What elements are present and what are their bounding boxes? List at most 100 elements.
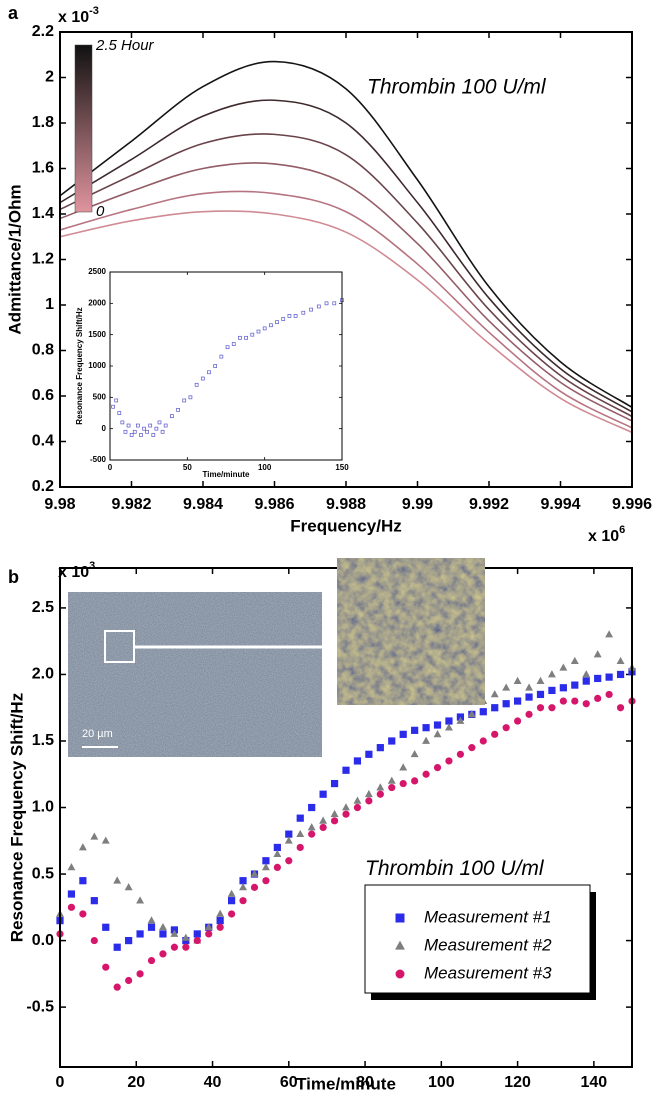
marker-circle	[319, 823, 327, 832]
x-multiplier-base: x 10	[588, 528, 619, 545]
marker-square	[502, 700, 510, 708]
marker-square	[616, 670, 625, 679]
point	[163, 423, 168, 428]
marker-triangle	[490, 690, 499, 698]
point	[114, 398, 119, 403]
marker-circle	[582, 700, 590, 708]
point	[151, 433, 156, 437]
x-tick-label: 0	[56, 1074, 65, 1091]
marker-circle	[113, 983, 121, 991]
x-tick-label: 9.98	[44, 496, 75, 513]
point	[269, 323, 273, 328]
point	[207, 370, 211, 375]
marker-triangle	[445, 723, 453, 731]
marker-circle	[147, 956, 156, 965]
marker-circle	[273, 863, 281, 872]
point	[176, 408, 180, 412]
point	[213, 364, 218, 368]
marker-circle	[468, 744, 476, 752]
marker-triangle	[433, 730, 442, 738]
marker-square	[228, 897, 236, 905]
point	[332, 301, 337, 306]
x-tick-label: 9.984	[183, 496, 223, 513]
marker-square	[388, 737, 396, 745]
marker-square	[285, 830, 293, 838]
marker-triangle	[227, 889, 236, 897]
marker-square	[193, 930, 201, 938]
marker-square	[514, 697, 522, 705]
marker-circle	[262, 877, 270, 885]
x-tick-label: 140	[581, 1074, 608, 1091]
marker-circle	[342, 810, 350, 818]
curve	[59, 190, 633, 429]
marker-circle	[250, 883, 259, 891]
y-axis-label: Resonance Frequency Shift/Hz	[75, 307, 84, 424]
y-tick-label: 1.8	[32, 114, 54, 131]
marker-square	[342, 766, 350, 774]
marker-square	[548, 686, 556, 695]
marker-triangle	[239, 883, 247, 891]
marker-triangle	[136, 896, 145, 904]
point	[120, 420, 125, 425]
panel-a: 9.98 9.982 9.984 9.986 9.988 9.99 9.992 9.994 9.…	[5, 23, 652, 535]
inset-background	[110, 272, 342, 460]
marker-square	[239, 877, 247, 885]
marker-triangle	[616, 656, 625, 665]
y-tick-label: 1.4	[32, 205, 54, 222]
annotation: Thrombin 100 U/ml	[365, 857, 545, 880]
y-tick-label: 2	[45, 69, 54, 86]
marker-circle	[616, 704, 625, 712]
marker-circle	[353, 803, 362, 812]
marker-triangle	[273, 849, 282, 857]
marker-circle	[365, 797, 373, 805]
marker-square	[136, 930, 144, 938]
marker-square	[525, 693, 533, 701]
marker-square	[330, 779, 339, 788]
y-tick-label: 0.0	[32, 932, 54, 949]
marker-triangle	[410, 749, 419, 758]
point	[231, 342, 236, 346]
marker-square	[422, 724, 430, 732]
marker-square	[479, 708, 487, 716]
marker-triangle	[376, 783, 385, 791]
marker-circle	[376, 790, 384, 798]
zoom-texture	[337, 558, 485, 705]
point	[200, 376, 205, 381]
point	[132, 429, 137, 434]
x-multiplier-exp: 6	[619, 524, 625, 536]
y-tick-label: 2.2	[32, 23, 54, 40]
y-multiplier-base: x 10	[58, 9, 89, 26]
marker-circle	[90, 936, 98, 945]
y-tick-label: 0.4	[32, 433, 54, 450]
marker-triangle	[353, 796, 362, 804]
marker-square	[411, 726, 419, 734]
point	[262, 326, 267, 331]
point	[123, 429, 128, 434]
x-tick-label: 100	[428, 1074, 455, 1091]
marker-square	[102, 923, 110, 931]
legend-label: Measurement #2	[424, 935, 552, 954]
x-multiplier: x 106	[588, 524, 625, 545]
point	[145, 429, 149, 434]
marker-circle	[445, 757, 453, 765]
point	[301, 310, 306, 315]
marker-triangle	[124, 883, 133, 891]
marker-triangle	[78, 843, 87, 851]
marker-circle	[170, 943, 178, 951]
marker-circle	[605, 690, 613, 699]
marker-circle	[330, 817, 339, 825]
y-axis-label: Admittance/1/Ohm	[5, 184, 24, 334]
marker-triangle	[67, 863, 76, 871]
marker-circle	[399, 779, 407, 788]
marker-triangle	[513, 676, 522, 684]
curve	[59, 210, 633, 434]
marker-circle	[285, 857, 293, 865]
marker-square	[582, 677, 590, 685]
curve	[59, 99, 633, 413]
marker-square	[216, 917, 224, 925]
marker-triangle	[159, 922, 167, 931]
x-tick-label: 80	[356, 1074, 374, 1091]
colorbar-label: 0	[96, 203, 105, 220]
marker-circle	[296, 843, 304, 852]
